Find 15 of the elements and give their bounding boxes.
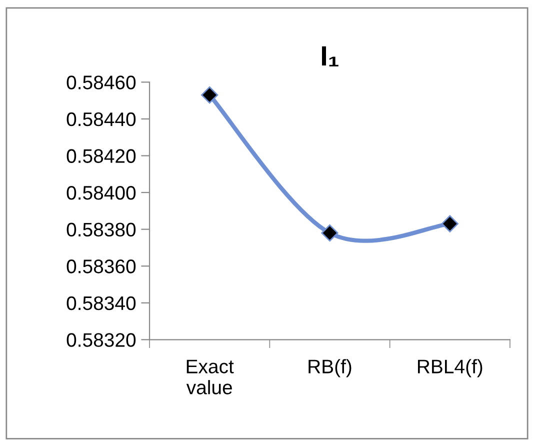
x-tick-label: Exact value: [186, 360, 234, 394]
point: [321, 224, 338, 242]
y-tick-label: 0.58440: [66, 112, 136, 126]
y-tick-label: 0.58460: [66, 76, 136, 90]
chart-title: I₁: [322, 46, 338, 66]
y-tick-label: 0.58420: [66, 149, 136, 163]
y-tick-label: 0.58380: [66, 222, 136, 237]
x-tick-label: RBL4(f): [418, 359, 482, 378]
point: [201, 86, 218, 104]
y-tick-label: 0.58320: [66, 333, 136, 347]
point: [441, 215, 458, 232]
x-tick-label: RB(f): [308, 359, 352, 378]
y-tick-label: 0.58400: [66, 186, 136, 200]
y-tick-label: 0.58360: [66, 260, 136, 274]
y-tick-label: 0.58340: [66, 296, 136, 310]
